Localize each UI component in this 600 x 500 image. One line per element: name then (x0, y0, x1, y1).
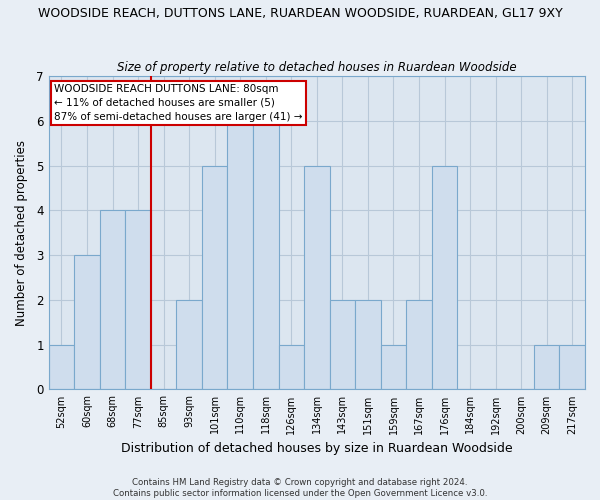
Text: WOODSIDE REACH, DUTTONS LANE, RUARDEAN WOODSIDE, RUARDEAN, GL17 9XY: WOODSIDE REACH, DUTTONS LANE, RUARDEAN W… (38, 8, 562, 20)
Text: Contains HM Land Registry data © Crown copyright and database right 2024.
Contai: Contains HM Land Registry data © Crown c… (113, 478, 487, 498)
Bar (176, 300, 202, 390)
X-axis label: Distribution of detached houses by size in Ruardean Woodside: Distribution of detached houses by size … (121, 442, 512, 455)
Bar (100, 210, 125, 390)
Bar (49, 344, 74, 390)
Text: WOODSIDE REACH DUTTONS LANE: 80sqm
← 11% of detached houses are smaller (5)
87% : WOODSIDE REACH DUTTONS LANE: 80sqm ← 11%… (54, 84, 302, 122)
Y-axis label: Number of detached properties: Number of detached properties (15, 140, 28, 326)
Bar (329, 300, 355, 390)
Bar (253, 121, 278, 390)
Bar (559, 344, 585, 390)
Bar (534, 344, 559, 390)
Bar (202, 166, 227, 390)
Bar (380, 344, 406, 390)
Bar (304, 166, 329, 390)
Bar (278, 344, 304, 390)
Bar (406, 300, 432, 390)
Bar (125, 210, 151, 390)
Bar (227, 121, 253, 390)
Bar (355, 300, 380, 390)
Title: Size of property relative to detached houses in Ruardean Woodside: Size of property relative to detached ho… (117, 60, 517, 74)
Bar (74, 255, 100, 390)
Bar (432, 166, 457, 390)
